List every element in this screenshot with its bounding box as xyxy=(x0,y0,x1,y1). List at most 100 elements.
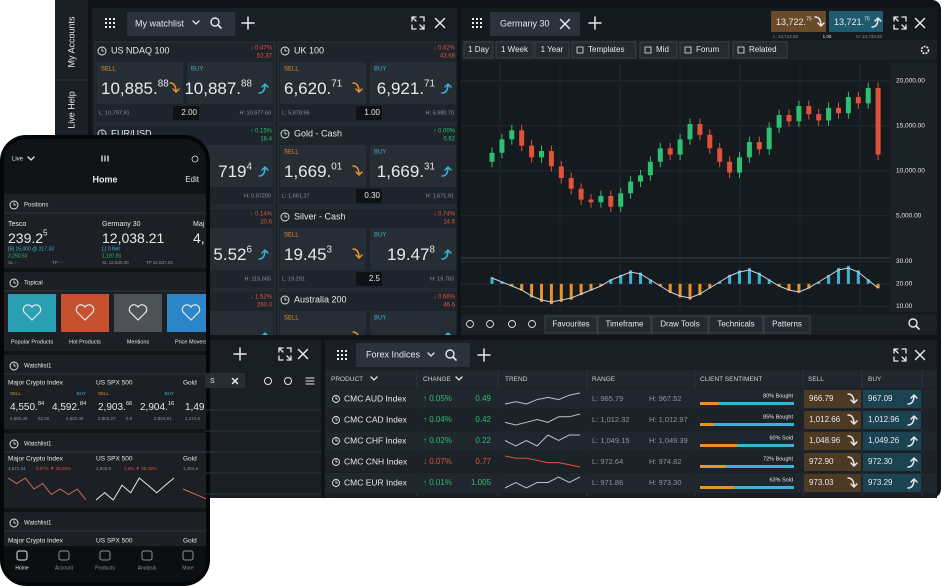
y-tick-label: 15,000.00 xyxy=(896,123,925,130)
screen-title: Home xyxy=(92,174,117,184)
osc-bar xyxy=(767,279,771,284)
sell-label: SELL xyxy=(284,67,299,73)
sell-label: SELL xyxy=(101,67,116,73)
price-foot: 5.0 xyxy=(126,416,133,421)
low: L: 13,712.50 xyxy=(773,34,799,39)
buy-price: 19.478 xyxy=(387,244,436,264)
grid-icon-dot xyxy=(337,358,339,360)
product: CMC CNH Index xyxy=(344,456,408,466)
candle-body xyxy=(687,124,693,140)
price-part: 6 xyxy=(247,244,253,255)
price-part: 3 xyxy=(327,244,333,255)
timeframe: 1 Week xyxy=(501,45,529,54)
candle-body xyxy=(598,195,604,203)
chevron xyxy=(455,376,463,381)
range-high: H: 974.82 xyxy=(649,457,682,466)
position-foot: TP 12,637.03 xyxy=(146,260,173,265)
column-header: PRODUCT xyxy=(331,376,363,383)
range-low: L: 965.79 xyxy=(592,394,623,403)
candle-body xyxy=(578,188,584,200)
section-title: Watchlist1 xyxy=(24,442,52,448)
sell-price: 1,669.01 xyxy=(284,161,342,181)
clock-icon xyxy=(280,129,290,139)
change-points: 46.6 xyxy=(443,303,455,309)
spread: 1.00 xyxy=(364,108,380,117)
buy-arrow xyxy=(441,248,452,260)
price-part: 5 xyxy=(43,229,48,238)
market-name: EUR/USD xyxy=(111,128,152,138)
timeframe-button xyxy=(463,41,494,59)
sell-box xyxy=(280,228,366,270)
low: L: 10,797.91 xyxy=(99,110,130,116)
price-part: 1,669. xyxy=(284,162,331,181)
sell-cell xyxy=(804,411,861,429)
buy-price: 1,049.26 xyxy=(868,436,900,445)
section-title: Watchlist1 xyxy=(24,521,52,527)
candle-body xyxy=(816,114,822,121)
sell-label: SELL xyxy=(284,233,299,239)
topic-label: Price Movers xyxy=(175,339,207,345)
mini-trend xyxy=(7,477,87,501)
clock-hand xyxy=(101,48,105,52)
candle-body xyxy=(568,177,574,189)
toolbar-icon xyxy=(528,320,536,328)
topic-label: Hot Products xyxy=(69,339,101,345)
change-points: 0.22 xyxy=(475,436,491,445)
side-tab xyxy=(205,373,245,388)
sentiment-bar xyxy=(726,465,794,468)
buy-price: 6,921.71 xyxy=(377,78,435,98)
search-icon xyxy=(908,318,918,328)
clock-icon xyxy=(97,46,107,56)
column-header: CLIENT SENTIMENT xyxy=(700,376,762,383)
osc-bar xyxy=(648,279,652,284)
grid-icon-dot xyxy=(113,22,115,24)
price-part: 12,038.21 xyxy=(102,230,164,246)
close-icon xyxy=(914,17,926,29)
clock-icon xyxy=(280,295,290,305)
market-name: US SPX 500 xyxy=(96,538,133,545)
sell-box xyxy=(280,145,366,187)
buy-arrow xyxy=(907,477,918,489)
osc-bar xyxy=(530,283,534,298)
candle-body xyxy=(499,139,505,153)
osc-bar xyxy=(540,283,543,302)
tab xyxy=(356,343,470,367)
buy-label: BUY xyxy=(374,67,386,73)
price-foot: 1,474.6 xyxy=(185,416,201,421)
buy-arrow xyxy=(444,331,452,335)
osc-bar xyxy=(678,283,682,298)
change: ↑ 0.04% xyxy=(423,415,452,424)
tool-icon xyxy=(684,46,692,54)
nav-icon xyxy=(99,550,111,561)
topic-label: Mentions xyxy=(127,339,150,345)
grid-icon-dot xyxy=(472,26,474,28)
clock-icon xyxy=(9,518,19,528)
clock-icon xyxy=(332,479,340,487)
clock-hand xyxy=(13,520,17,524)
grid-icon-dot xyxy=(341,358,343,360)
section-title: Positions xyxy=(24,203,48,209)
sentiment-bar-other xyxy=(700,402,719,405)
edit-button: Edit xyxy=(185,175,200,184)
grid-icon-dot xyxy=(109,18,111,20)
sell-price: 973.03 xyxy=(809,478,834,487)
sell-cell xyxy=(804,453,861,471)
table-row: CMC CNH Index ↓ 0.07% 0.77 L: 972.64 H: 974.… xyxy=(325,452,937,472)
position-detail: 3,250.50 xyxy=(8,253,28,259)
price-part: 5.52 xyxy=(213,245,246,264)
market-name: Silver - Cash xyxy=(294,211,346,221)
buy-price: 13,721.75 xyxy=(834,17,870,27)
card-icon xyxy=(22,304,42,321)
bottom-tool: Draw Tools xyxy=(660,320,699,329)
high: H: 1,671.91 xyxy=(426,193,454,199)
sell-arrow xyxy=(847,456,858,468)
info-icon xyxy=(191,155,199,163)
price-part: 84 xyxy=(80,401,87,407)
grid-icon-dot xyxy=(105,18,107,20)
clock-icon xyxy=(332,458,340,466)
clock-icon xyxy=(9,278,19,288)
expand-icon xyxy=(411,16,425,30)
